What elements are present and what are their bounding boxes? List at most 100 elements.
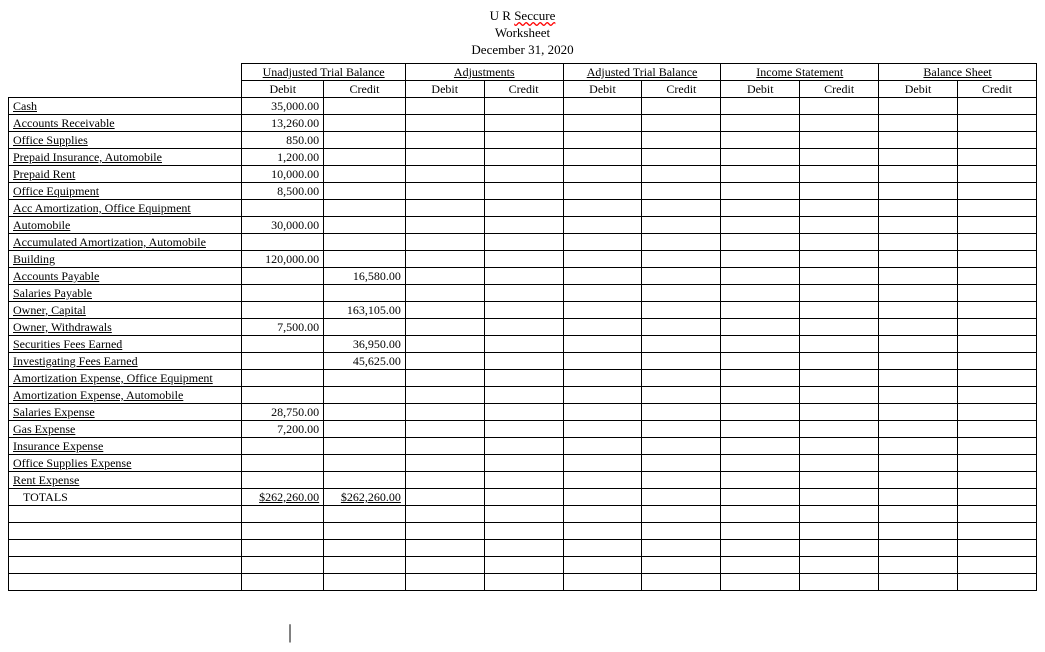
debit-cell bbox=[879, 318, 958, 335]
credit-cell bbox=[957, 284, 1036, 301]
credit-cell bbox=[642, 284, 721, 301]
account-row: Amortization Expense, Office Equipment bbox=[9, 369, 1037, 386]
totals-label: TOTALS bbox=[9, 488, 242, 505]
credit-cell bbox=[642, 403, 721, 420]
worksheet-header: U R Seccure Worksheet December 31, 2020 bbox=[8, 8, 1037, 59]
credit-cell bbox=[800, 267, 879, 284]
blank-cell bbox=[563, 556, 642, 573]
credit-cell bbox=[642, 471, 721, 488]
blank-cell bbox=[484, 556, 563, 573]
col-header-debit: Debit bbox=[879, 80, 958, 97]
debit-cell bbox=[242, 233, 324, 250]
blank-cell bbox=[563, 539, 642, 556]
credit-cell bbox=[800, 250, 879, 267]
account-name: Amortization Expense, Office Equipment bbox=[9, 369, 242, 386]
debit-cell bbox=[563, 369, 642, 386]
debit-cell bbox=[563, 250, 642, 267]
col-header-credit: Credit bbox=[800, 80, 879, 97]
account-name: Accounts Payable bbox=[9, 267, 242, 284]
debit-cell bbox=[563, 114, 642, 131]
blank-cell bbox=[879, 505, 958, 522]
blank-cell bbox=[484, 573, 563, 590]
account-name: Owner, Capital bbox=[9, 301, 242, 318]
account-row: Securities Fees Earned36,950.00 bbox=[9, 335, 1037, 352]
blank-cell bbox=[642, 505, 721, 522]
credit-cell bbox=[484, 233, 563, 250]
credit-cell bbox=[957, 335, 1036, 352]
blank-cell bbox=[242, 505, 324, 522]
credit-cell bbox=[800, 301, 879, 318]
debit-cell bbox=[721, 131, 800, 148]
account-row: Salaries Expense28,750.00 bbox=[9, 403, 1037, 420]
account-name: Office Supplies Expense bbox=[9, 454, 242, 471]
credit-cell bbox=[800, 454, 879, 471]
debit-cell bbox=[879, 114, 958, 131]
credit-cell bbox=[324, 403, 406, 420]
debit-cell bbox=[405, 165, 484, 182]
credit-cell bbox=[642, 318, 721, 335]
blank-cell bbox=[642, 522, 721, 539]
credit-cell bbox=[957, 318, 1036, 335]
blank-cell bbox=[800, 539, 879, 556]
blank-cell bbox=[642, 556, 721, 573]
account-name: Securities Fees Earned bbox=[9, 335, 242, 352]
col-header-debit: Debit bbox=[563, 80, 642, 97]
totals-debit bbox=[405, 488, 484, 505]
debit-cell bbox=[405, 216, 484, 233]
blank-cell bbox=[642, 573, 721, 590]
debit-cell: 10,000.00 bbox=[242, 165, 324, 182]
account-name: Amortization Expense, Automobile bbox=[9, 386, 242, 403]
credit-cell bbox=[957, 233, 1036, 250]
debit-cell bbox=[879, 267, 958, 284]
blank-row bbox=[9, 539, 1037, 556]
account-row: Office Supplies850.00 bbox=[9, 131, 1037, 148]
debit-cell bbox=[879, 471, 958, 488]
debit-cell bbox=[721, 335, 800, 352]
credit-cell bbox=[484, 352, 563, 369]
credit-cell bbox=[800, 114, 879, 131]
debit-cell bbox=[721, 148, 800, 165]
debit-cell bbox=[242, 471, 324, 488]
credit-cell bbox=[484, 148, 563, 165]
debit-cell bbox=[242, 284, 324, 301]
credit-cell bbox=[324, 454, 406, 471]
debit-cell bbox=[879, 437, 958, 454]
date-line: December 31, 2020 bbox=[8, 42, 1037, 59]
blank-cell bbox=[242, 539, 324, 556]
debit-cell bbox=[405, 318, 484, 335]
account-name: Insurance Expense bbox=[9, 437, 242, 454]
blank-cell bbox=[9, 522, 242, 539]
debit-cell bbox=[879, 335, 958, 352]
blank-corner bbox=[9, 63, 242, 80]
blank-cell bbox=[9, 573, 242, 590]
debit-cell bbox=[242, 199, 324, 216]
credit-cell bbox=[800, 437, 879, 454]
debit-cell bbox=[405, 97, 484, 114]
credit-cell bbox=[642, 165, 721, 182]
debit-cell bbox=[563, 216, 642, 233]
credit-cell bbox=[484, 114, 563, 131]
debit-cell bbox=[563, 182, 642, 199]
debit-cell: 850.00 bbox=[242, 131, 324, 148]
account-name: Prepaid Rent bbox=[9, 165, 242, 182]
debit-cell bbox=[405, 420, 484, 437]
credit-cell bbox=[484, 250, 563, 267]
credit-cell bbox=[957, 267, 1036, 284]
debit-cell bbox=[405, 386, 484, 403]
account-row: Building120,000.00 bbox=[9, 250, 1037, 267]
credit-cell bbox=[957, 471, 1036, 488]
account-name: Accumulated Amortization, Automobile bbox=[9, 233, 242, 250]
blank-cell bbox=[642, 539, 721, 556]
totals-debit bbox=[879, 488, 958, 505]
credit-cell bbox=[957, 148, 1036, 165]
debit-cell bbox=[405, 284, 484, 301]
debit-cell bbox=[563, 148, 642, 165]
blank-cell bbox=[9, 556, 242, 573]
credit-cell bbox=[484, 403, 563, 420]
debit-cell bbox=[721, 420, 800, 437]
debit-cell bbox=[721, 233, 800, 250]
account-row: Owner, Capital163,105.00 bbox=[9, 301, 1037, 318]
worksheet-table: Unadjusted Trial BalanceAdjustmentsAdjus… bbox=[8, 63, 1037, 591]
account-row: Salaries Payable bbox=[9, 284, 1037, 301]
totals-debit: $262,260.00 bbox=[242, 488, 324, 505]
